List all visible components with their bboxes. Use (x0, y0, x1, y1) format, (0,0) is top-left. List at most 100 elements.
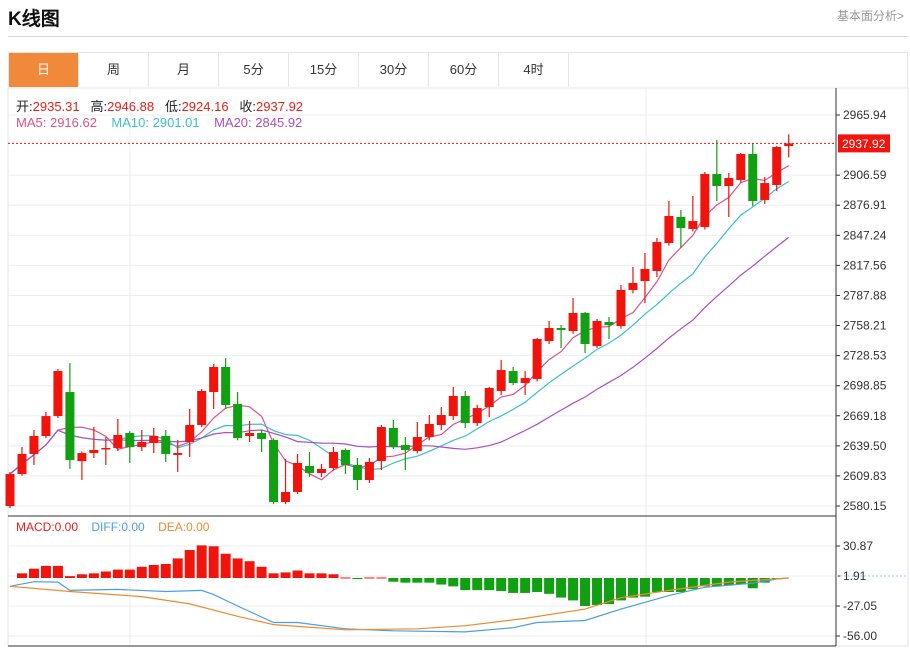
page-title: K线图 (8, 9, 60, 30)
macd-bar-negative (388, 578, 399, 582)
close-label: 收: (239, 99, 257, 114)
candle-down (748, 153, 758, 201)
macd-bar-positive (244, 561, 255, 578)
candle-up (484, 387, 494, 408)
macd-bar-negative (424, 578, 435, 583)
candle-down (604, 321, 614, 326)
price-tick-label: 2876.91 (843, 198, 887, 212)
ma20-value: 2845.92 (255, 115, 303, 130)
price-tick-label: 2965.94 (843, 108, 887, 122)
tab-15min[interactable]: 15分 (289, 53, 359, 87)
macd-bar-negative (699, 578, 710, 587)
candle-up (185, 424, 195, 442)
tab-month[interactable]: 月 (149, 53, 219, 87)
ma20-line (9, 236, 790, 475)
candle-down (712, 174, 722, 186)
candle-down (233, 403, 243, 439)
macd-bar-positive (232, 558, 243, 578)
macd-bar-negative (687, 578, 698, 590)
candle-up (592, 320, 602, 347)
candle-up (209, 366, 219, 393)
candle-up (316, 468, 326, 474)
macd-bar-positive (304, 573, 315, 578)
dea-label: DEA: (158, 520, 187, 534)
price-tick-label: 2698.85 (843, 379, 887, 393)
macd-bar-negative (759, 578, 770, 583)
macd-bar-positive (16, 573, 27, 578)
ma10-value: 2901.01 (152, 115, 200, 130)
dea-value: 0.00 (186, 520, 210, 534)
candle-up (724, 177, 734, 186)
macd-bar-positive (256, 566, 267, 578)
candle-down (508, 371, 518, 384)
open-label: 开: (16, 99, 33, 114)
macd-bar-positive (316, 573, 327, 578)
low-value: 2924.16 (181, 99, 229, 114)
price-tick-label: 2817.56 (843, 258, 887, 272)
candle-up (328, 452, 338, 469)
macd-bar-negative (520, 578, 531, 593)
candle-up (41, 416, 51, 437)
candle-down (221, 366, 231, 406)
tab-60min[interactable]: 60分 (429, 53, 499, 87)
tab-week[interactable]: 周 (79, 53, 149, 87)
macd-bar-positive (340, 577, 351, 579)
candle-up (688, 221, 698, 229)
candle-up (496, 370, 506, 392)
macd-tick-label: 1.91 (843, 569, 867, 583)
macd-bar-positive (220, 553, 231, 578)
macd-bar-negative (711, 578, 722, 587)
candle-down (161, 436, 171, 454)
tab-5min[interactable]: 5分 (219, 53, 289, 87)
macd-tick-label: -27.05 (843, 599, 877, 613)
tab-4hour[interactable]: 4时 (499, 53, 569, 87)
macd-bar-positive (376, 577, 387, 579)
macd-bar-negative (532, 578, 543, 592)
price-tick-label: 2669.18 (843, 409, 887, 423)
tab-day[interactable]: 日 (9, 53, 79, 87)
current-price-label: 2937.92 (842, 137, 886, 151)
candle-down (556, 327, 566, 331)
macd-bar-negative (556, 578, 567, 598)
candle-up (77, 453, 87, 462)
macd-tick-label: 30.87 (843, 539, 873, 553)
price-tick-label: 2639.50 (843, 439, 887, 453)
macd-bar-positive (292, 570, 303, 578)
ma10-line (9, 180, 790, 475)
macd-bar-positive (172, 558, 183, 578)
candle-up (137, 441, 147, 447)
macd-bar-positive (28, 568, 39, 578)
price-tick-label: 2758.21 (843, 319, 887, 333)
ma-info: MA5: 2916.62 MA10: 2901.01 MA20: 2845.92 (16, 115, 302, 130)
macd-bar-positive (76, 574, 87, 578)
tab-30min[interactable]: 30分 (359, 53, 429, 87)
candle-up (364, 461, 374, 481)
close-value: 2937.92 (256, 99, 304, 114)
candle-down (340, 450, 350, 466)
macd-bar-negative (568, 578, 579, 601)
macd-bar-negative (484, 578, 495, 591)
candle-up (424, 423, 434, 438)
ma5-line (9, 165, 789, 481)
macd-bar-negative (615, 578, 626, 601)
candle-up (101, 447, 111, 450)
macd-bar-positive (328, 574, 339, 578)
high-label: 高: (90, 99, 108, 114)
macd-value: 0.00 (54, 520, 79, 534)
ma5-value: 2916.62 (49, 115, 97, 130)
header-divider (8, 36, 908, 37)
macd-bar-positive (112, 569, 123, 578)
macd-bar-positive (280, 572, 291, 578)
macd-bar-negative (352, 578, 363, 580)
macd-bar-positive (124, 569, 135, 578)
macd-bar-positive (136, 566, 147, 578)
current-price-badge (838, 134, 890, 153)
macd-bar-negative (651, 578, 662, 592)
fundamental-analysis-link[interactable]: 基本面分析> (836, 9, 904, 23)
candle-up (173, 453, 183, 455)
candle-up (628, 282, 638, 290)
diff-label: DIFF: (91, 520, 122, 534)
candle-down (305, 466, 314, 474)
candle-up (772, 146, 782, 185)
